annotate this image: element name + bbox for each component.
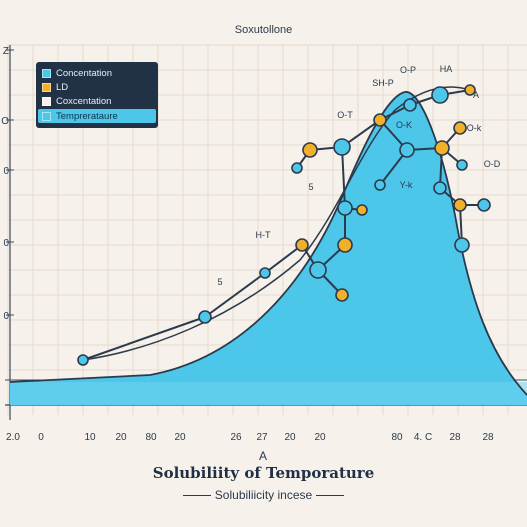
legend-swatch [42,96,51,106]
x-tick-label: 80 [391,432,403,443]
molecule-atom [259,267,271,279]
legend-swatch [42,68,51,78]
annotation-label: 5 [217,277,222,287]
molecule-atom [433,181,447,195]
molecule-bond [341,146,346,209]
y-tick-label: O [1,116,9,127]
y-tick-label: 0 [3,311,9,322]
x-tick-label: 26 [230,432,242,443]
divider [316,495,345,497]
series-line [9,91,527,396]
molecule-atom [295,238,309,252]
molecule-atom [454,237,470,253]
annotation-label: 5 [308,182,313,192]
divider [182,495,211,497]
x-tick-label: 28 [449,432,461,443]
annotation-label: O-P [400,65,416,75]
legend: Concentation LD Coxcentation Tempreratau… [36,62,158,128]
x-tick-label: 2.0 [6,432,20,443]
molecule-atom [403,98,417,112]
molecule-atom [291,162,303,174]
area-band [10,382,527,405]
molecule-atom [302,142,318,158]
x-tick-label: 20 [314,432,326,443]
x-tick-label: 28 [482,432,494,443]
molecule-atom [453,198,467,212]
x-tick-label: 0 [38,432,44,443]
annotation-label: O-T [337,110,353,120]
annotation-label: A [473,90,479,100]
legend-item-coxcentation: Coxcentation [42,94,152,108]
x-tick-label: 20 [284,432,296,443]
y-tick-label: Z [3,46,9,57]
molecule-atom [434,140,450,156]
legend-label: Temprerataure [56,110,118,122]
x-tick-label: 4. C [414,432,432,443]
legend-label: Concentation [56,67,112,79]
legend-item-ld: LD [42,80,152,94]
molecule-atom [77,354,89,366]
legend-swatch [42,111,51,121]
molecule-atom [333,138,351,156]
solubility-area [10,91,527,406]
molecule-atom [335,288,349,302]
x-tick-label: 27 [256,432,268,443]
annotation-label: HA [440,64,453,74]
axis-marker: A [259,449,267,463]
molecule-atom [356,204,368,216]
molecule-atom [337,200,353,216]
annotation-label: O-k [467,123,482,133]
molecule-atom [431,86,449,104]
annotation-label: O-D [484,159,501,169]
footer-subtitle-text: Solubiliicity incese [214,488,313,502]
annotation-label: SH-P [372,78,394,88]
x-tick-label: 80 [145,432,157,443]
chart-title: Soxutollone [234,24,293,36]
molecule-bond [82,316,206,361]
molecule-atom [374,179,386,191]
molecule-atom [453,121,467,135]
footer-subtitle: Solubiliicity incese [0,488,527,502]
legend-swatch [42,82,51,92]
molecule-atom [464,84,476,96]
annotation-label: O-K [396,120,412,130]
molecule-atom [456,159,468,171]
molecule-bond [204,272,266,318]
molecule-atom [198,310,212,324]
legend-item-temperature: Temprerataure [38,109,156,123]
x-tick-label: 20 [174,432,186,443]
series-line [82,86,471,361]
footer-title: Solubiliity of Temporature [152,464,375,482]
y-tick-label: 0 [3,166,9,177]
x-tick-label: 10 [84,432,96,443]
molecule-bond [264,244,303,274]
molecule-atom [337,237,353,253]
legend-label: LD [56,81,69,93]
y-tick-label: 0 [3,238,9,249]
molecule-atom [373,113,387,127]
molecule-atom [399,142,415,158]
legend-label: Coxcentation [56,95,112,107]
x-tick-label: 20 [115,432,127,443]
annotation-label: Y-k [400,180,413,190]
molecule-atom [309,261,327,279]
legend-item-concentration: Concentation [42,66,152,80]
annotation-label: H-T [256,230,271,240]
molecule-atom [477,198,491,212]
